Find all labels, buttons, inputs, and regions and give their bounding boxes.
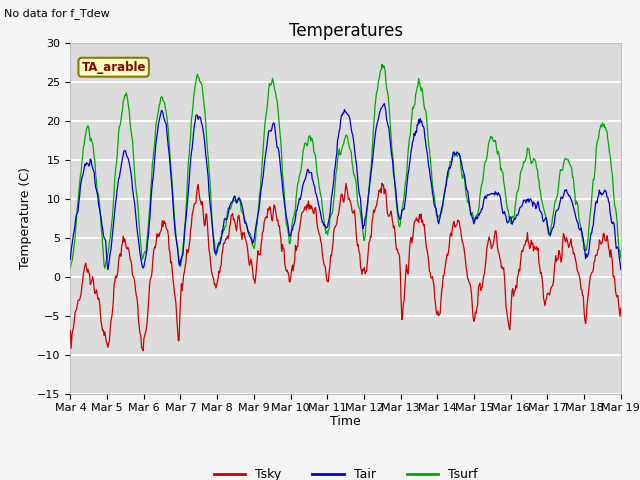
Title: Temperatures: Temperatures (289, 22, 403, 40)
Y-axis label: Temperature (C): Temperature (C) (19, 168, 32, 269)
Text: No data for f_Tdew: No data for f_Tdew (4, 8, 110, 19)
Legend: Tsky, Tair, Tsurf: Tsky, Tair, Tsurf (209, 463, 483, 480)
X-axis label: Time: Time (330, 415, 361, 428)
Text: TA_arable: TA_arable (81, 61, 146, 74)
